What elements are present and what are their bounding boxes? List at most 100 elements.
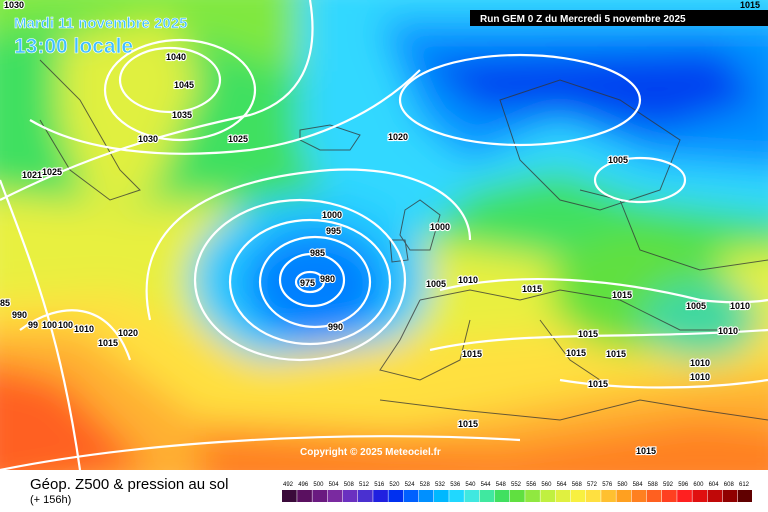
weather-map: 1030 1040 1045 1035 1030 1025 1021 1025 … <box>0 0 768 470</box>
isobar-label: 1015 <box>578 329 598 339</box>
time-label: 13:00 locale <box>14 35 133 58</box>
isobar-label: 1010 <box>730 301 750 311</box>
scale-swatch <box>616 490 632 502</box>
isobar-label: 1020 <box>118 328 138 338</box>
scale-value: 544 <box>481 482 492 488</box>
isobar-label: 1040 <box>166 52 186 62</box>
isobars <box>0 0 768 470</box>
scale-swatch <box>434 490 449 502</box>
scale-value: 576 <box>602 482 613 488</box>
scale-swatch <box>555 490 571 502</box>
scale-swatch <box>525 490 540 502</box>
scale-value: 540 <box>465 482 476 488</box>
scale-value: 612 <box>739 482 750 488</box>
scale-swatch <box>342 490 358 502</box>
isobar-label: 1015 <box>612 290 632 300</box>
isobar-label: 1010 <box>74 324 94 334</box>
scale-swatch <box>358 490 373 502</box>
scale-value: 560 <box>541 482 552 488</box>
isobar-label: 1015 <box>588 379 608 389</box>
scale-value: 568 <box>572 482 583 488</box>
coastlines <box>39 59 768 421</box>
isobar-label: 1005 <box>608 155 628 165</box>
scale-value: 588 <box>648 482 659 488</box>
scale-swatch <box>692 490 708 502</box>
forecast-horizon: (+ 156h) <box>30 494 72 506</box>
isobar-label: 85 <box>0 298 10 308</box>
scale-value: 584 <box>633 482 644 488</box>
scale-swatch <box>373 490 388 502</box>
isobar-label: 1030 <box>138 134 158 144</box>
scale-value: 524 <box>405 482 416 488</box>
scale-value: 556 <box>526 482 537 488</box>
isobar-label: 1021 <box>22 170 42 180</box>
scale-swatch <box>540 490 556 502</box>
scale-swatch <box>722 490 738 502</box>
scale-value: 532 <box>435 482 446 488</box>
date-label: Mardi 11 novembre 2025 <box>14 15 187 32</box>
scale-swatch <box>312 490 328 502</box>
scale-swatch <box>601 490 616 502</box>
isobar-label: 995 <box>326 226 341 236</box>
scale-swatch <box>677 490 692 502</box>
isobar-label: 1035 <box>172 110 192 120</box>
scale-value: 504 <box>329 482 340 488</box>
scale-swatch <box>297 490 312 502</box>
scale-value: 580 <box>617 482 628 488</box>
isobar-label: 1010 <box>718 326 738 336</box>
isobar-label: 1015 <box>606 349 626 359</box>
scale-swatch <box>646 490 662 502</box>
scale-swatch <box>738 490 752 502</box>
map-caption: Géop. Z500 & pression au sol <box>30 476 229 493</box>
isobar-label: 1030 <box>4 0 24 10</box>
isobar-label: 1015 <box>462 349 482 359</box>
isobar-label: 1045 <box>174 80 194 90</box>
isobar-label: 1015 <box>636 446 656 456</box>
scale-value: 572 <box>587 482 598 488</box>
isobar-label: 1015 <box>458 419 478 429</box>
isobar-label: 1005 <box>426 279 446 289</box>
scale-value: 500 <box>313 482 324 488</box>
isobar-labels: 1030 1040 1045 1035 1030 1025 1021 1025 … <box>0 0 751 457</box>
isobar-label: 1025 <box>228 134 248 144</box>
scale-value: 596 <box>678 482 689 488</box>
scale-value: 520 <box>389 482 400 488</box>
isobar-label: 1020 <box>388 132 408 142</box>
scale-swatch <box>464 490 480 502</box>
scale-swatch <box>403 490 419 502</box>
copyright-text: Copyright © 2025 Meteociel.fr <box>300 447 441 458</box>
scale-value: 492 <box>283 482 294 488</box>
scale-value: 496 <box>298 482 309 488</box>
isobar-label: 1010 <box>690 358 710 368</box>
scale-swatch <box>570 490 586 502</box>
geopotential-field <box>0 0 768 470</box>
scale-swatch <box>388 490 404 502</box>
isobar-label: 1015 <box>98 338 118 348</box>
scale-swatch <box>631 490 647 502</box>
scale-swatch <box>662 490 677 502</box>
scale-value: 592 <box>663 482 674 488</box>
isobar-label: 1005 <box>686 301 706 311</box>
corner-value: 1015 <box>740 0 760 10</box>
color-scale: 492 496 500 504 508 512 516 520 524 528 532 536 540 5… <box>282 482 752 502</box>
isobar-label: 990 <box>12 310 27 320</box>
scale-swatch <box>510 490 525 502</box>
isobar-label: 1010 <box>458 275 478 285</box>
isobar-label: 100 <box>58 320 73 330</box>
isobar-label: 990 <box>328 322 343 332</box>
scale-value: 564 <box>557 482 568 488</box>
run-label: Run GEM 0 Z du Mercredi 5 novembre 2025 <box>480 14 686 25</box>
scale-value: 552 <box>511 482 522 488</box>
scale-value: 512 <box>359 482 370 488</box>
isobar-label: 1000 <box>322 210 342 220</box>
scale-swatch <box>418 490 434 502</box>
scale-value: 516 <box>374 482 385 488</box>
scale-value: 536 <box>450 482 461 488</box>
run-banner <box>470 10 768 26</box>
isobar-label: 1000 <box>430 222 450 232</box>
isobar-label: 980 <box>320 274 335 284</box>
scale-swatch <box>494 490 510 502</box>
isobar-label: 1025 <box>42 167 62 177</box>
scale-value: 608 <box>724 482 735 488</box>
scale-swatch <box>586 490 601 502</box>
